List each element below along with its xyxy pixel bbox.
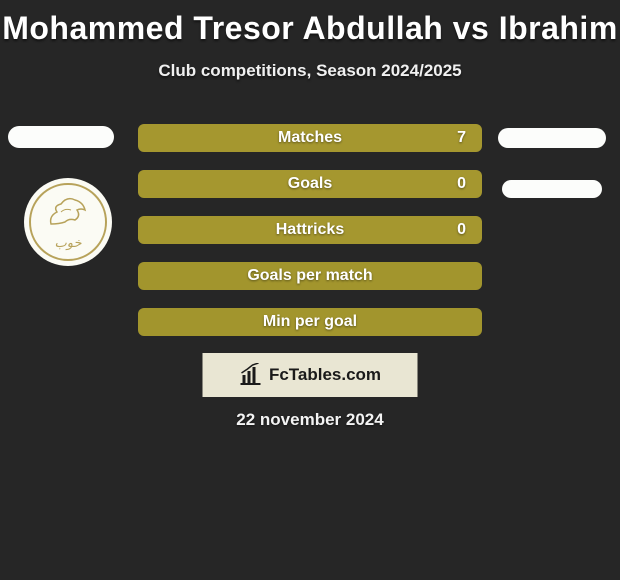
stat-label: Min per goal <box>263 313 357 331</box>
page-subtitle: Club competitions, Season 2024/2025 <box>0 61 620 81</box>
club-badge: خوب <box>24 178 112 266</box>
stat-value: 7 <box>457 129 466 147</box>
club-badge-ring: خوب <box>29 183 107 261</box>
stat-value: 0 <box>457 221 466 239</box>
site-attribution: FcTables.com <box>203 353 418 397</box>
stat-label: Hattricks <box>276 221 344 239</box>
stat-bar: Min per goal <box>138 308 482 336</box>
stat-bar: Goals 0 <box>138 170 482 198</box>
stat-label: Goals <box>288 175 332 193</box>
stat-label: Goals per match <box>247 267 372 285</box>
falcon-icon <box>47 194 89 230</box>
stat-label: Matches <box>278 129 342 147</box>
player-pill-right-1 <box>498 128 606 148</box>
stat-bar: Hattricks 0 <box>138 216 482 244</box>
bar-chart-icon <box>239 363 263 387</box>
stat-bar: Goals per match <box>138 262 482 290</box>
stat-bar: Matches 7 <box>138 124 482 152</box>
date-label: 22 november 2024 <box>0 410 620 430</box>
page-title: Mohammed Tresor Abdullah vs Ibrahim <box>0 0 620 47</box>
site-name: FcTables.com <box>269 365 381 385</box>
player-pill-left <box>8 126 114 148</box>
player-pill-right-2 <box>502 180 602 198</box>
stats-bars: Matches 7 Goals 0 Hattricks 0 Goals per match M… <box>138 124 482 354</box>
badge-script: خوب <box>55 235 82 251</box>
stat-value: 0 <box>457 175 466 193</box>
